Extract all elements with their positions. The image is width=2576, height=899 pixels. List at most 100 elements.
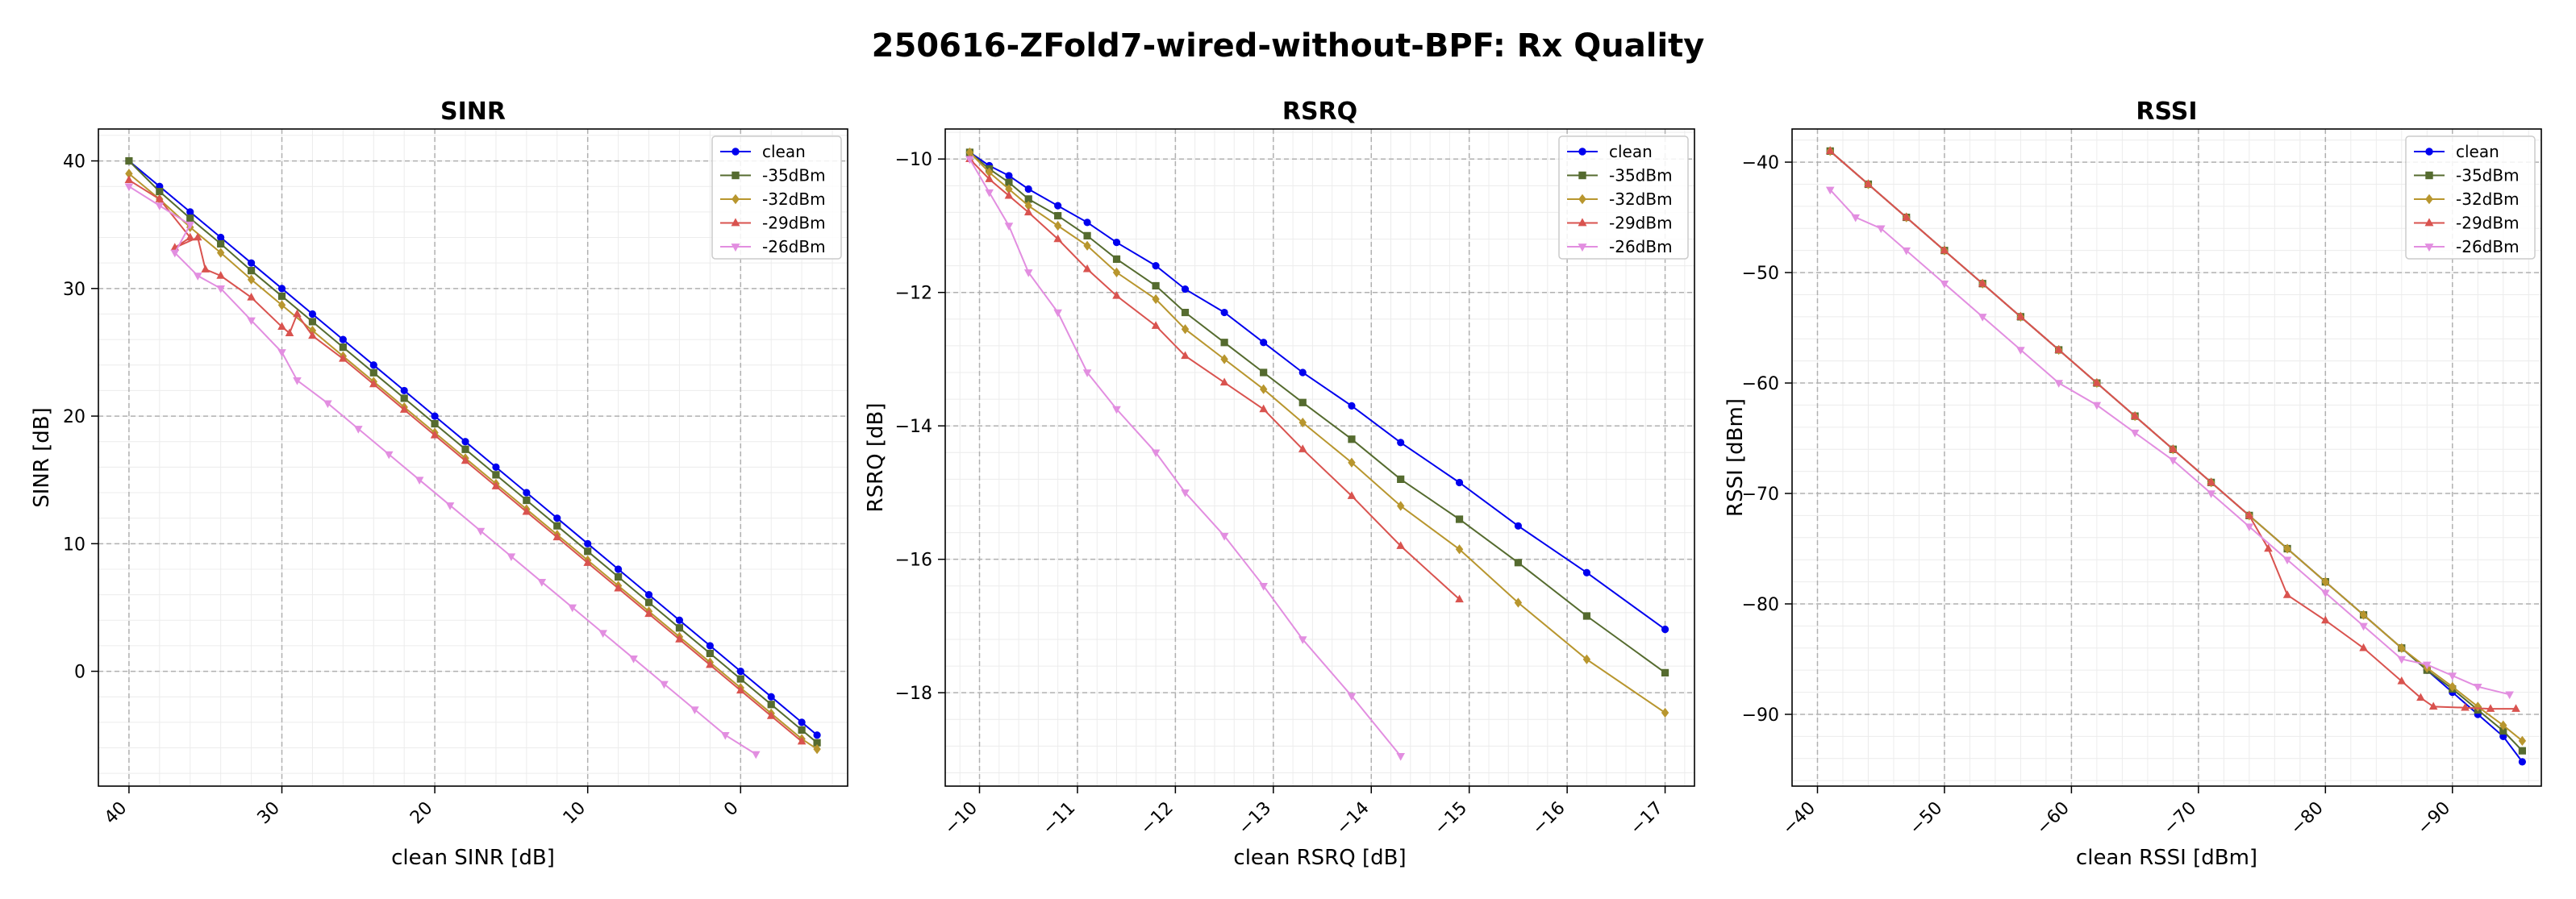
data-point xyxy=(644,609,653,618)
rsrq-chart: −10 −11 −12 −13 −14 −15 −16 −17 −10 −12 −14 −16 −18 R… xyxy=(864,98,1695,870)
data-point xyxy=(1181,351,1190,360)
data-point xyxy=(2518,735,2527,746)
data-point xyxy=(2428,701,2438,710)
figure-title: 250616-ZFold7-wired-without-BPF: Rx Qual… xyxy=(871,27,1705,65)
data-point xyxy=(369,368,377,377)
data-point xyxy=(2321,589,2330,598)
data-point xyxy=(217,239,225,248)
data-point xyxy=(1152,262,1160,270)
data-point xyxy=(1661,707,1669,718)
x-tick-label: 10 xyxy=(560,798,590,828)
legend-marker xyxy=(731,243,740,252)
data-point xyxy=(1514,597,1523,608)
data-point xyxy=(751,751,761,760)
data-point xyxy=(1259,583,1268,591)
legend-entry: -29dBm xyxy=(1609,214,1673,233)
data-point xyxy=(736,675,744,683)
series-35dbm xyxy=(125,156,821,747)
data-point xyxy=(1825,146,1835,155)
data-point xyxy=(124,175,134,184)
y-tick-label: 0 xyxy=(74,663,85,683)
x-axis-label: clean SINR [dB] xyxy=(391,846,555,870)
data-point xyxy=(2505,691,2514,700)
data-point xyxy=(2282,590,2292,598)
data-point xyxy=(523,496,531,505)
data-point xyxy=(1181,489,1190,497)
data-point xyxy=(491,481,501,489)
data-point xyxy=(216,285,225,293)
series-line xyxy=(128,185,757,755)
data-point xyxy=(1082,369,1092,377)
data-point xyxy=(1219,377,1229,386)
data-point xyxy=(247,259,256,267)
series-line xyxy=(969,158,1402,757)
y-tick-label: −40 xyxy=(1742,153,1779,173)
data-point xyxy=(2264,543,2273,552)
data-point xyxy=(736,685,745,694)
data-point xyxy=(461,445,469,453)
data-point xyxy=(1181,324,1190,335)
data-point xyxy=(1455,478,1464,487)
y-tick-label: 10 xyxy=(63,535,85,555)
data-point xyxy=(277,349,286,357)
data-point xyxy=(2518,758,2526,766)
legend-marker xyxy=(2425,148,2433,156)
x-tick-label: −15 xyxy=(1431,798,1472,839)
data-point xyxy=(193,232,202,241)
data-point xyxy=(247,267,256,275)
legend-marker xyxy=(1578,171,1586,180)
data-point xyxy=(1348,402,1356,410)
data-point xyxy=(598,630,607,638)
y-tick-label: −50 xyxy=(1742,264,1779,284)
data-point xyxy=(1902,212,1911,221)
data-point xyxy=(506,553,516,562)
data-point xyxy=(216,271,225,279)
axes-frame xyxy=(98,128,848,787)
data-point xyxy=(523,489,531,497)
series-line xyxy=(128,173,818,750)
data-point xyxy=(813,731,821,739)
legend-entry: -35dBm xyxy=(762,166,826,185)
data-point xyxy=(185,221,195,230)
series-line xyxy=(969,152,1666,714)
data-point xyxy=(1455,544,1464,555)
data-point xyxy=(339,353,348,362)
legend-marker xyxy=(1578,194,1586,205)
data-point xyxy=(797,736,807,745)
data-point xyxy=(476,527,486,536)
legend-entry: -26dBm xyxy=(2456,237,2520,256)
data-point xyxy=(1054,202,1062,210)
data-point xyxy=(1397,475,1405,483)
data-point xyxy=(1112,406,1121,414)
legend-entry: -32dBm xyxy=(1609,189,1673,209)
x-tick-label: −10 xyxy=(940,798,982,839)
x-tick-label: −11 xyxy=(1039,798,1080,839)
legend-entry: -29dBm xyxy=(762,214,826,233)
data-point xyxy=(1514,522,1523,530)
data-point xyxy=(1004,223,1014,231)
data-point xyxy=(2359,610,2368,620)
data-point xyxy=(2473,683,2482,692)
data-point xyxy=(985,174,994,182)
data-point xyxy=(1152,293,1160,305)
data-point xyxy=(1864,179,1873,188)
data-point xyxy=(2169,457,2178,465)
legend-marker xyxy=(1578,243,1587,252)
data-point xyxy=(1298,417,1307,428)
data-point xyxy=(369,361,377,369)
y-tick-label: −14 xyxy=(895,417,932,437)
series-29dbm xyxy=(1825,146,2520,712)
data-point xyxy=(247,317,256,326)
legend-marker xyxy=(2424,243,2434,252)
data-point xyxy=(1298,398,1307,406)
data-point xyxy=(1940,245,1949,254)
data-point xyxy=(660,680,669,689)
data-point xyxy=(1396,753,1405,761)
data-point xyxy=(568,604,577,613)
data-point xyxy=(766,711,776,719)
data-point xyxy=(1876,225,1886,234)
data-point xyxy=(584,547,592,556)
x-tick-label: −12 xyxy=(1136,798,1178,839)
data-point xyxy=(1053,309,1062,318)
data-point xyxy=(399,405,409,413)
